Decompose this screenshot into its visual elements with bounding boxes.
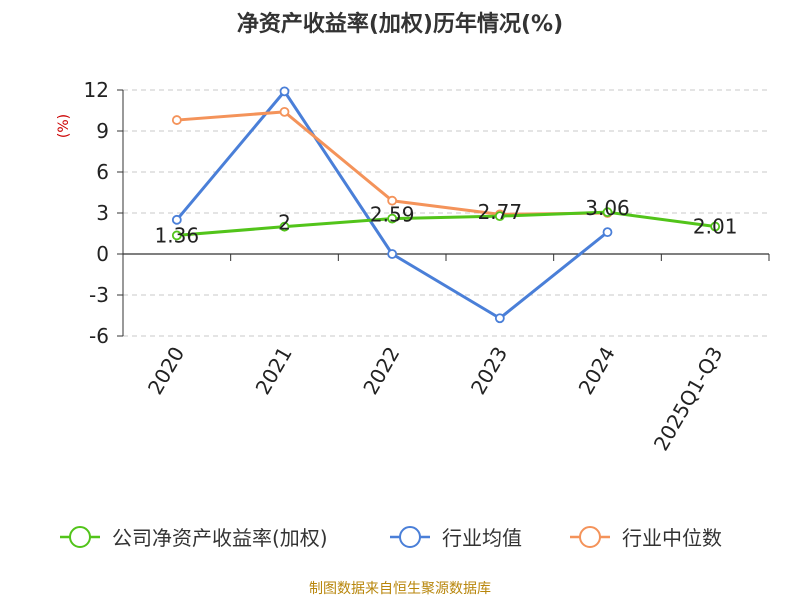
data-point [387, 249, 398, 259]
data-point [279, 221, 290, 232]
data-point [171, 214, 182, 225]
data-label: 2.59 [370, 203, 415, 227]
data-point [602, 227, 613, 238]
data-point [171, 230, 182, 241]
legend-label: 行业均值 [442, 526, 522, 550]
x-tick-label: 2022 [358, 343, 404, 399]
x-tick-label: 2025Q1-Q3 [649, 343, 728, 455]
data-label: 1.36 [155, 223, 200, 247]
data-point [279, 86, 290, 97]
data-point [171, 115, 182, 125]
data-point [279, 106, 290, 117]
data-point [387, 195, 398, 206]
chart-title: 净资产收益率(加权)历年情况(%) [236, 12, 564, 37]
legend-marker-icon [399, 526, 421, 548]
y-tick-label: 9 [96, 119, 109, 143]
y-tick-label: 0 [96, 242, 109, 266]
data-point [387, 213, 398, 224]
y-tick-label: -3 [89, 283, 109, 307]
data-label: 3.06 [585, 196, 630, 220]
y-tick-label: 6 [96, 160, 109, 184]
y-axis-unit-label: (%) [56, 114, 72, 138]
legend-marker-icon [579, 526, 601, 548]
legend-marker-icon [69, 526, 91, 548]
x-tick-label: 2020 [143, 343, 189, 399]
x-tick-label: 2021 [251, 343, 297, 399]
data-point [710, 221, 721, 232]
data-point [494, 211, 505, 222]
data-point [494, 313, 505, 324]
y-tick-label: 3 [96, 201, 109, 225]
data-label: 2.01 [693, 215, 738, 239]
data-label: 2 [278, 211, 291, 235]
legend-label: 行业中位数 [622, 526, 722, 550]
x-tick-label: 2024 [574, 343, 620, 399]
y-tick-label: 12 [84, 78, 109, 102]
data-point [602, 207, 613, 218]
legend-label: 公司净资产收益率(加权) [112, 526, 328, 550]
data-label: 2.77 [478, 200, 523, 224]
y-tick-label: -6 [89, 324, 109, 348]
series-line [176, 210, 716, 237]
x-tick-label: 2023 [466, 343, 512, 399]
data-source-footer: 制图数据来自恒生聚源数据库 [309, 581, 491, 597]
